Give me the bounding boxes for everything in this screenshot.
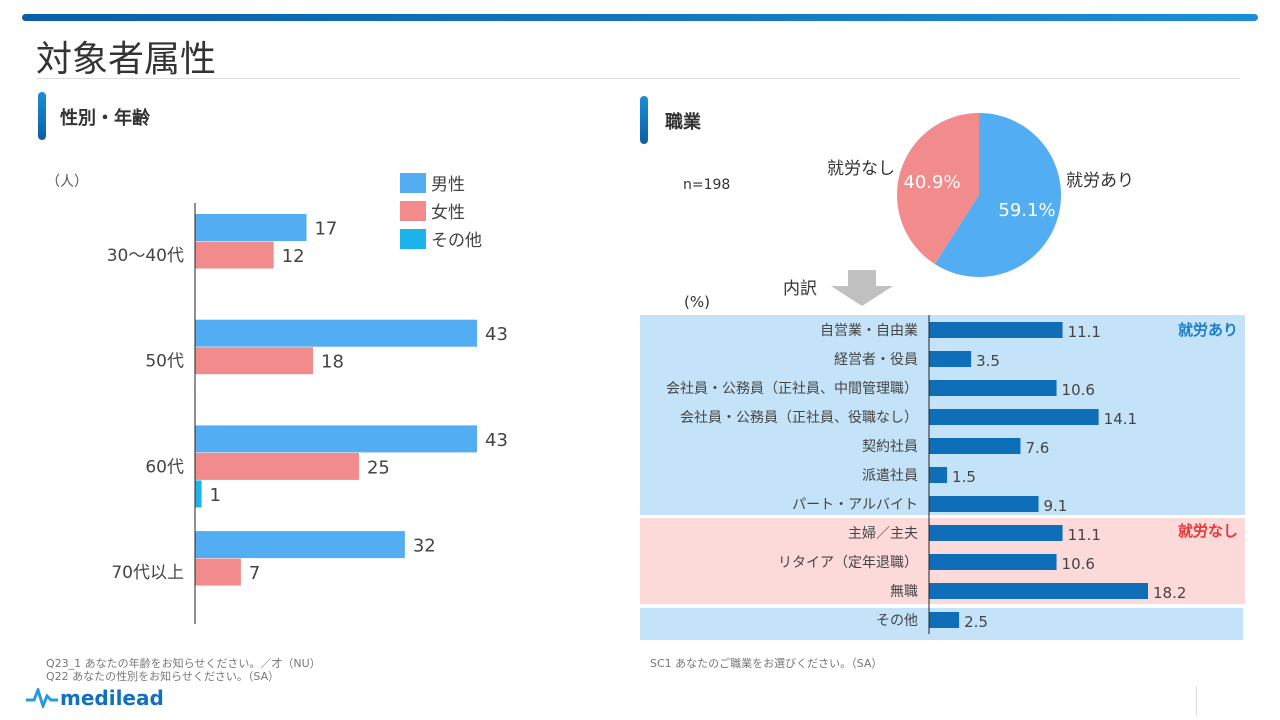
bar-other [195,480,202,508]
bar-male [195,531,405,559]
category-label: 70代以上 [111,563,184,583]
bar [929,351,972,367]
legend-swatch [400,173,426,193]
data-label: 9.1 [1044,497,1068,515]
section-marker [640,96,648,144]
breakdown-label: 内訳 [783,279,817,299]
page-title: 対象者属性 [36,39,217,80]
category-label: リタイア（定年退職） [778,555,918,571]
category-label: 自営業・自由業 [820,323,918,339]
data-label: 43 [485,430,508,451]
data-label: 1.5 [952,468,976,486]
data-label: 10.6 [1062,555,1095,573]
logo-text: medilead [60,686,164,710]
category-label: 30～40代 [107,246,184,266]
data-label: 25 [367,457,390,478]
data-label: 3.5 [976,352,1000,370]
pie-slice [934,113,1061,278]
category-label: 主婦／主夫 [848,525,918,542]
data-label: 17 [314,219,337,240]
category-label: 無職 [890,584,918,600]
data-label: 14.1 [1104,410,1137,428]
logo-pulse-icon [26,688,58,708]
footnote-left: Q23_1 あなたの年齢をお知らせください。／才（NU） Q22 あなたの性別を… [46,657,321,683]
data-label: 10.6 [1062,381,1095,399]
bar [929,554,1057,570]
category-label: 派遣社員 [862,468,918,484]
bar-female [195,347,314,375]
group-label: 就労なし [1178,522,1238,540]
data-label: 1 [210,485,221,506]
data-label: 32 [413,536,436,557]
group-label: 就労あり [1178,321,1238,339]
category-label: 会社員・公務員（正社員、役職なし） [680,410,918,426]
category-label: パート・アルバイト [792,497,918,513]
bar [929,467,948,483]
footnote-right: SC1 あなたのご職業をお選びください。（SA） [650,657,883,670]
bar-female [195,241,274,269]
data-label: 11.1 [1068,526,1101,544]
bar-female [195,558,241,586]
data-label: 2.5 [964,613,988,631]
data-label: 18 [321,352,344,373]
bar [929,583,1148,599]
legend-label: 女性 [431,203,465,223]
bar [929,525,1063,541]
sample-size: n=198 [683,177,730,193]
category-label: 会社員・公務員（正社員、中間管理職） [666,381,918,397]
y-unit-label: （人） [46,174,88,190]
category-label: 経営者・役員 [834,352,918,368]
bar [929,612,960,628]
data-label: 12 [282,246,305,267]
pie-category-label: 就労なし [827,159,895,179]
medilead-logo: medilead [26,686,164,710]
legend-swatch [400,229,426,249]
section-title-occupation: 職業 [665,112,701,133]
pie-value-label: 40.9% [903,172,960,193]
section-title-gender-age: 性別・年齢 [60,108,150,129]
data-label: 7 [249,563,260,584]
legend-swatch [400,201,426,221]
pie-category-label: 就労あり [1066,171,1134,191]
data-label: 18.2 [1153,584,1186,602]
category-label: 60代 [145,457,184,477]
legend-label: その他 [431,231,482,251]
bar-female [195,452,359,480]
legend-label: 男性 [431,175,465,195]
bar [929,438,1021,454]
footer-divider [1196,686,1197,716]
section-marker [38,92,46,140]
footnote-q22: Q22 あなたの性別をお知らせください。（SA） [46,670,280,683]
bar [929,380,1057,396]
category-label: 50代 [145,352,184,372]
bar-male [195,425,477,453]
data-label: 43 [485,324,508,345]
pie-slice [897,113,979,264]
top-accent-bar [22,14,1258,21]
pie-value-label: 59.1% [998,200,1055,221]
bar [929,496,1039,512]
category-label: その他 [876,613,918,629]
bar-male [195,319,477,347]
bar [929,409,1099,425]
data-label: 7.6 [1025,439,1049,457]
bar [929,322,1063,338]
footnote-q23: Q23_1 あなたの年齢をお知らせください。／才（NU） [46,657,321,670]
data-label: 11.1 [1068,323,1101,341]
category-label: 契約社員 [862,439,918,455]
title-divider [36,78,1240,79]
bar-male [195,214,307,241]
y-unit-label: (%) [684,293,710,311]
down-arrow-icon [831,270,893,306]
